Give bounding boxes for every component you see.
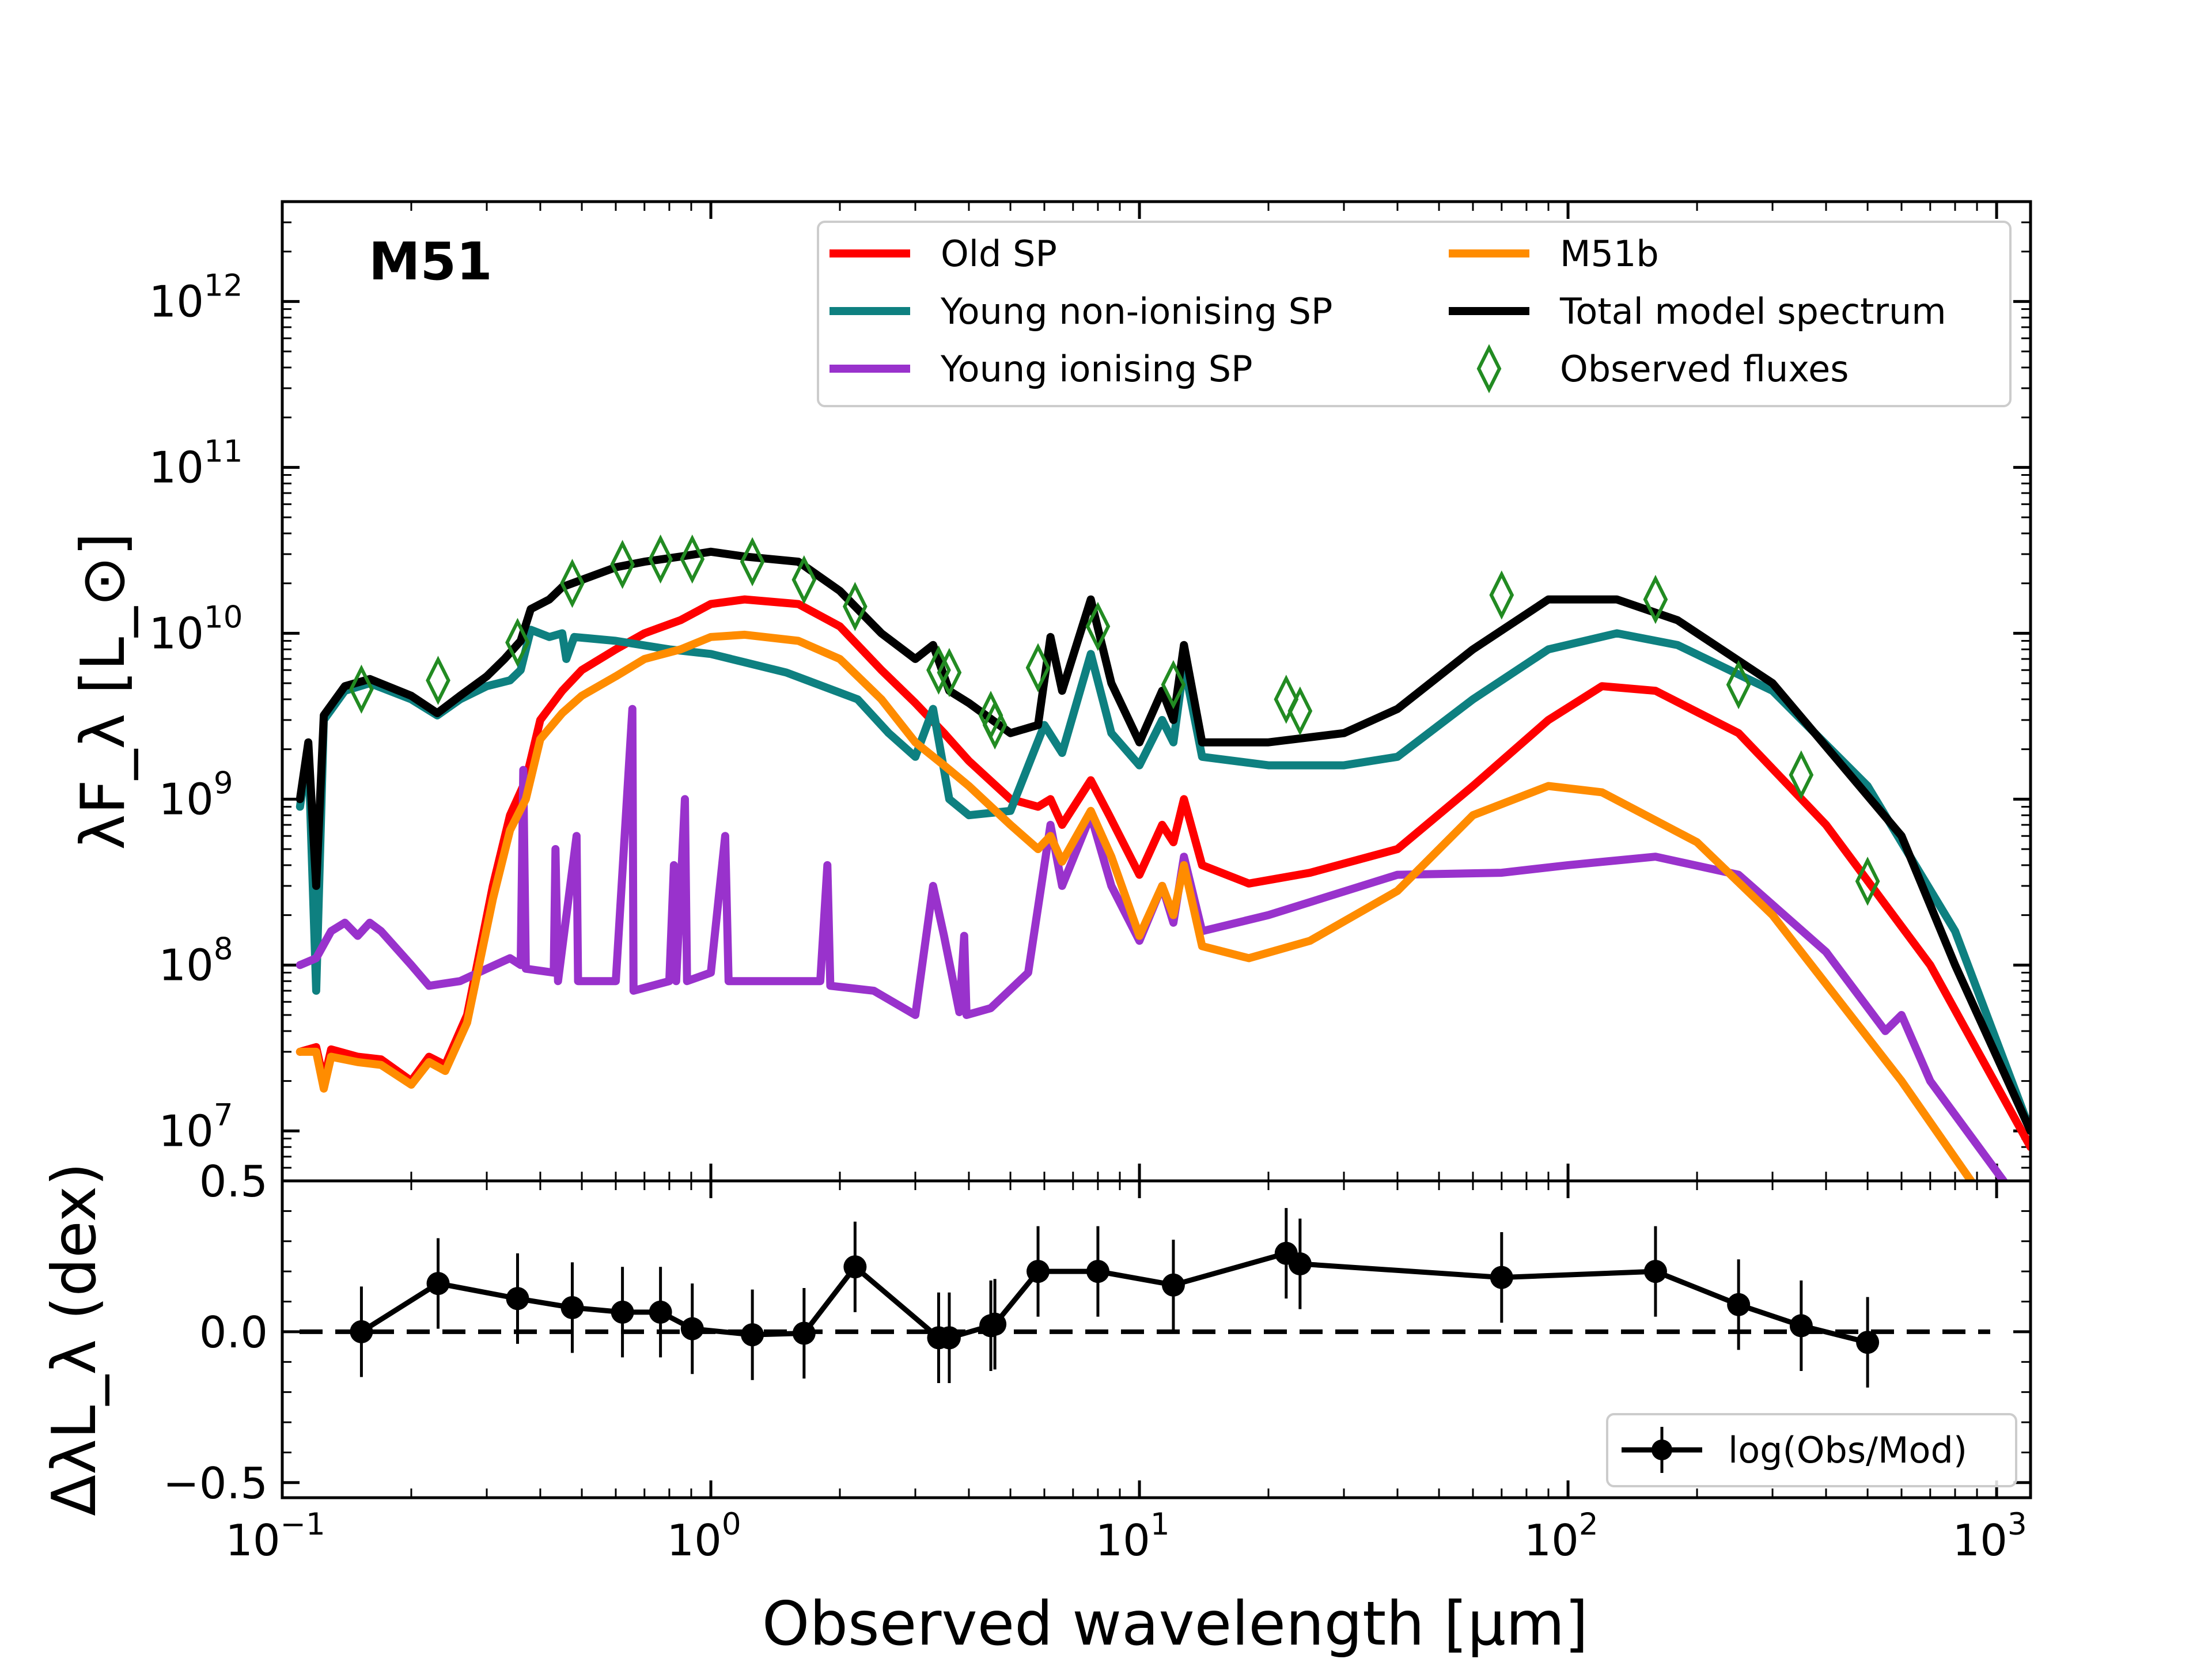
x-tick-label: 102	[1524, 1507, 1598, 1566]
residual-point	[680, 1317, 704, 1340]
top-panel-ticks	[281, 200, 2031, 1182]
observed-flux-point	[680, 534, 705, 584]
observed-flux-point	[1025, 643, 1051, 692]
observed-flux-point	[1287, 686, 1313, 736]
top-y-axis-label: λF_λ [L_⊙]	[68, 532, 138, 850]
residual-point	[843, 1255, 867, 1279]
y-tick-label: 108	[158, 931, 233, 990]
residual-point	[560, 1296, 584, 1319]
y-tick-label: 109	[158, 766, 233, 824]
series-line-total-model-spectrum	[296, 547, 2031, 1135]
x-tick-label: 101	[1095, 1507, 1169, 1566]
residual-series	[350, 1208, 1880, 1388]
top-legend-box	[817, 221, 2012, 407]
galaxy-name: M51	[369, 232, 493, 292]
observed-flux-point	[505, 618, 530, 668]
observed-flux-point	[1489, 570, 1514, 620]
legend-label: M51b	[1560, 233, 1659, 275]
residual-panel: −0.50.00.5 10−1 100 101 102 103 ΔλL_λ (dex) …	[39, 1156, 2032, 1659]
residual-point	[611, 1300, 634, 1324]
observed-flux-point	[1643, 574, 1668, 624]
x-tick-label: 103	[1953, 1507, 2027, 1566]
residual-point	[506, 1287, 529, 1310]
x-tick-labels: 10−1 100 101 102 103	[225, 1507, 2027, 1566]
observed-flux-point	[560, 558, 585, 608]
x-axis-label: Observed wavelength [μm]	[762, 1589, 1589, 1659]
observed-flux-point	[349, 664, 374, 714]
observed-flux-point	[1161, 660, 1186, 710]
observed-flux-point	[843, 582, 868, 631]
observed-flux-point	[1085, 601, 1111, 652]
residual-point	[1727, 1293, 1751, 1316]
observed-flux-point	[937, 647, 962, 698]
legend-label-residual: log(Obs/Mod)	[1728, 1429, 1967, 1471]
series-line-m51b	[296, 630, 1976, 1181]
legend-label: Young ionising SP	[940, 348, 1253, 390]
observed-flux-point	[1789, 750, 1814, 800]
residual-point	[1086, 1260, 1109, 1283]
legend-label: Observed fluxes	[1560, 348, 1849, 390]
y-tick-label: 107	[158, 1097, 233, 1156]
residual-point	[1027, 1260, 1050, 1283]
observed-flux-point	[791, 555, 817, 605]
residual-point	[1789, 1314, 1813, 1338]
y-tick-label: 1012	[149, 268, 243, 327]
residual-point	[1643, 1260, 1667, 1283]
bottom-panel-frame	[281, 1179, 2032, 1499]
top-legend: Old SP Young non-ionising SP Young ionisin…	[817, 221, 2012, 407]
residual-point	[1490, 1266, 1513, 1289]
series-line-young-ionising-sp	[296, 704, 2009, 1181]
legend-label: Young non-ionising SP	[940, 290, 1332, 332]
legend-label: Old SP	[941, 233, 1057, 275]
residual-point	[937, 1326, 961, 1350]
observed-flux-point	[740, 537, 765, 586]
residual-point	[649, 1300, 672, 1324]
sed-panel: 107 108 109 1010 1011 1012 M51 λF_λ [L_⊙] Old…	[68, 200, 2032, 1183]
observed-flux-point	[982, 700, 1007, 750]
y-tick-label: −0.5	[163, 1458, 268, 1509]
observed-flux-point	[610, 540, 635, 589]
residual-point	[1161, 1273, 1185, 1297]
residual-point	[792, 1321, 816, 1345]
observed-flux-point	[648, 534, 673, 584]
bottom-panel-ticks	[281, 1179, 2031, 1498]
observed-flux-point	[426, 656, 450, 705]
residual-point	[426, 1272, 450, 1296]
residual-point	[350, 1320, 373, 1343]
y-tick-label: 0.5	[199, 1156, 268, 1207]
observed-flux-point	[1274, 675, 1299, 724]
bottom-y-tick-labels: −0.5 0.0 0.5	[163, 1156, 268, 1509]
bottom-legend-box	[1606, 1413, 2017, 1487]
legend-label: Total model spectrum	[1559, 290, 1946, 332]
residual-point	[1856, 1331, 1880, 1354]
y-tick-label: 1011	[149, 434, 243, 493]
legend-marker-observed	[1476, 344, 1502, 393]
observed-fluxes-markers	[349, 534, 1880, 906]
observed-flux-point	[926, 645, 951, 695]
top-panel-series	[296, 547, 2031, 1181]
bottom-legend: log(Obs/Mod)	[1606, 1413, 2017, 1487]
x-tick-label: 100	[666, 1507, 741, 1566]
y-tick-label: 1010	[149, 600, 243, 658]
y-tick-label: 0.0	[199, 1307, 268, 1358]
bottom-y-axis-label: ΔλL_λ (dex)	[39, 1162, 109, 1516]
observed-flux-point	[1726, 660, 1751, 710]
x-tick-label: 10−1	[225, 1507, 325, 1566]
residual-point	[741, 1323, 764, 1347]
top-y-tick-labels: 107 108 109 1010 1011 1012	[149, 268, 243, 1156]
residual-point	[983, 1312, 1007, 1336]
residual-point	[1288, 1252, 1312, 1276]
observed-flux-point	[1855, 857, 1880, 906]
